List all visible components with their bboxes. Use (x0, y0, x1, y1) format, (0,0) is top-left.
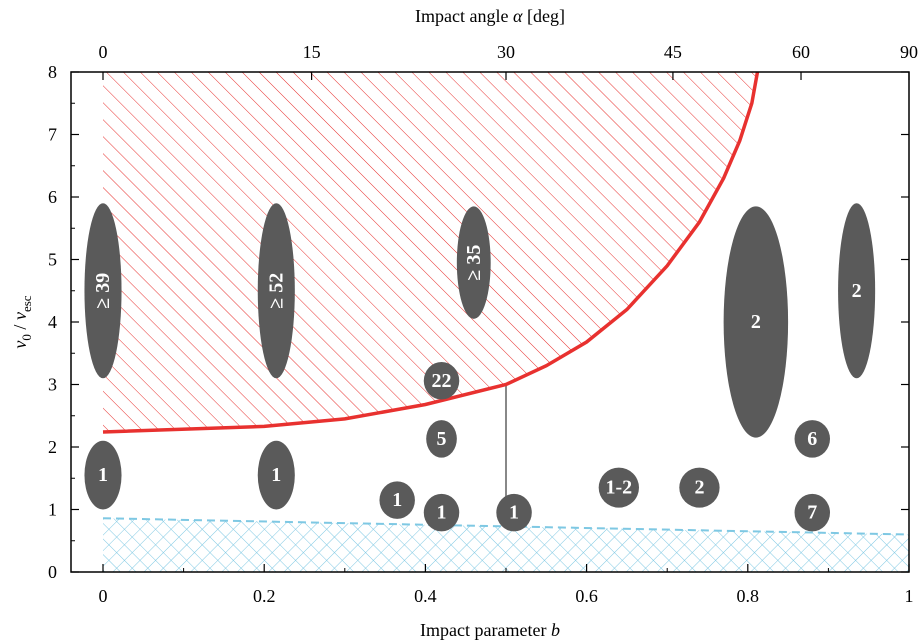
marker-label: 5 (437, 428, 447, 450)
top-tick-label: 15 (303, 42, 321, 62)
marker-blob: 22 (423, 362, 460, 400)
marker-ellipse (456, 206, 491, 319)
marker-blob: 7 (794, 493, 831, 532)
marker-ellipse (679, 467, 720, 508)
marker-blob: 1 (257, 440, 295, 510)
marker-blob: 5 (426, 420, 457, 458)
bottom-axis-title: Impact parameter b (420, 620, 560, 640)
marker-label: 6 (807, 428, 817, 450)
x-tick-label: 0.8 (737, 586, 760, 606)
blue-crosshatched-region (103, 518, 909, 572)
x-tick-label: 0.4 (414, 586, 437, 606)
marker-ellipse (496, 493, 532, 532)
marker-blob: 1-2 (598, 467, 639, 508)
x-tick-label: 0.2 (253, 586, 276, 606)
top-tick-label: 90 (900, 42, 918, 62)
marker-blob: 1 (496, 493, 532, 532)
marker-ellipse (794, 493, 831, 532)
marker-blob: ≥ 35 (456, 206, 491, 319)
marker-ellipse (423, 493, 460, 532)
marker-label: 1 (392, 489, 402, 511)
marker-ellipse (379, 481, 415, 519)
red-boundary-curve (102, 72, 760, 434)
left-axis-title: v0 / vesc (10, 295, 34, 348)
marker-label: 1-2 (606, 477, 633, 499)
marker-label: ≥ 52 (265, 273, 287, 309)
marker-label: 2 (852, 280, 862, 302)
marker-blob: 1 (423, 493, 460, 532)
marker-label: ≥ 35 (463, 245, 485, 281)
marker-label: 1 (509, 502, 519, 524)
x-tick-label: 0.6 (575, 586, 598, 606)
marker-ellipse (84, 203, 122, 379)
marker-label: 22 (432, 370, 452, 392)
y-tick-label: 7 (48, 125, 57, 145)
marker-ellipse (598, 467, 639, 508)
marker-label: 1 (98, 464, 108, 486)
marker-blob: 1 (84, 440, 122, 510)
top-tick-label: 0 (99, 42, 108, 62)
y-tick-label: 0 (48, 562, 57, 582)
marker-ellipse (794, 420, 831, 458)
marker-label: ≥ 39 (92, 273, 114, 309)
y-tick-label: 1 (48, 500, 57, 520)
svg-text:v0 / vesc: v0 / vesc (10, 295, 34, 348)
marker-ellipse (257, 203, 295, 379)
top-tick-label: 60 (792, 42, 810, 62)
marker-label: 1 (437, 502, 447, 524)
x-tick-label: 0 (99, 586, 108, 606)
x-tick-label: 1 (905, 586, 914, 606)
marker-ellipse (423, 362, 460, 400)
marker-blob: 6 (794, 420, 831, 458)
marker-ellipse (257, 440, 295, 510)
top-axis-title: Impact angle α [deg] (415, 6, 565, 26)
marker-ellipse (838, 203, 876, 379)
y-tick-label: 5 (48, 250, 57, 270)
y-tick-label: 2 (48, 437, 57, 457)
marker-ellipse (426, 420, 457, 458)
marker-label: 2 (694, 477, 704, 499)
top-tick-label: 30 (497, 42, 515, 62)
top-tick-label: 45 (664, 42, 682, 62)
marker-blob: 2 (679, 467, 720, 508)
marker-blob: 1 (379, 481, 415, 519)
marker-blob: ≥ 39 (84, 203, 122, 379)
marker-blob: 2 (723, 206, 789, 438)
marker-ellipse (84, 440, 122, 510)
marker-blob: ≥ 52 (257, 203, 295, 379)
y-tick-label: 4 (48, 312, 57, 332)
y-tick-label: 8 (48, 62, 57, 82)
marker-label: 1 (271, 464, 281, 486)
marker-label: 2 (751, 311, 761, 333)
marker-label: 7 (807, 502, 817, 524)
y-tick-label: 3 (48, 375, 57, 395)
y-tick-label: 6 (48, 187, 57, 207)
marker-ellipse (723, 206, 789, 438)
marker-blob: 2 (838, 203, 876, 379)
